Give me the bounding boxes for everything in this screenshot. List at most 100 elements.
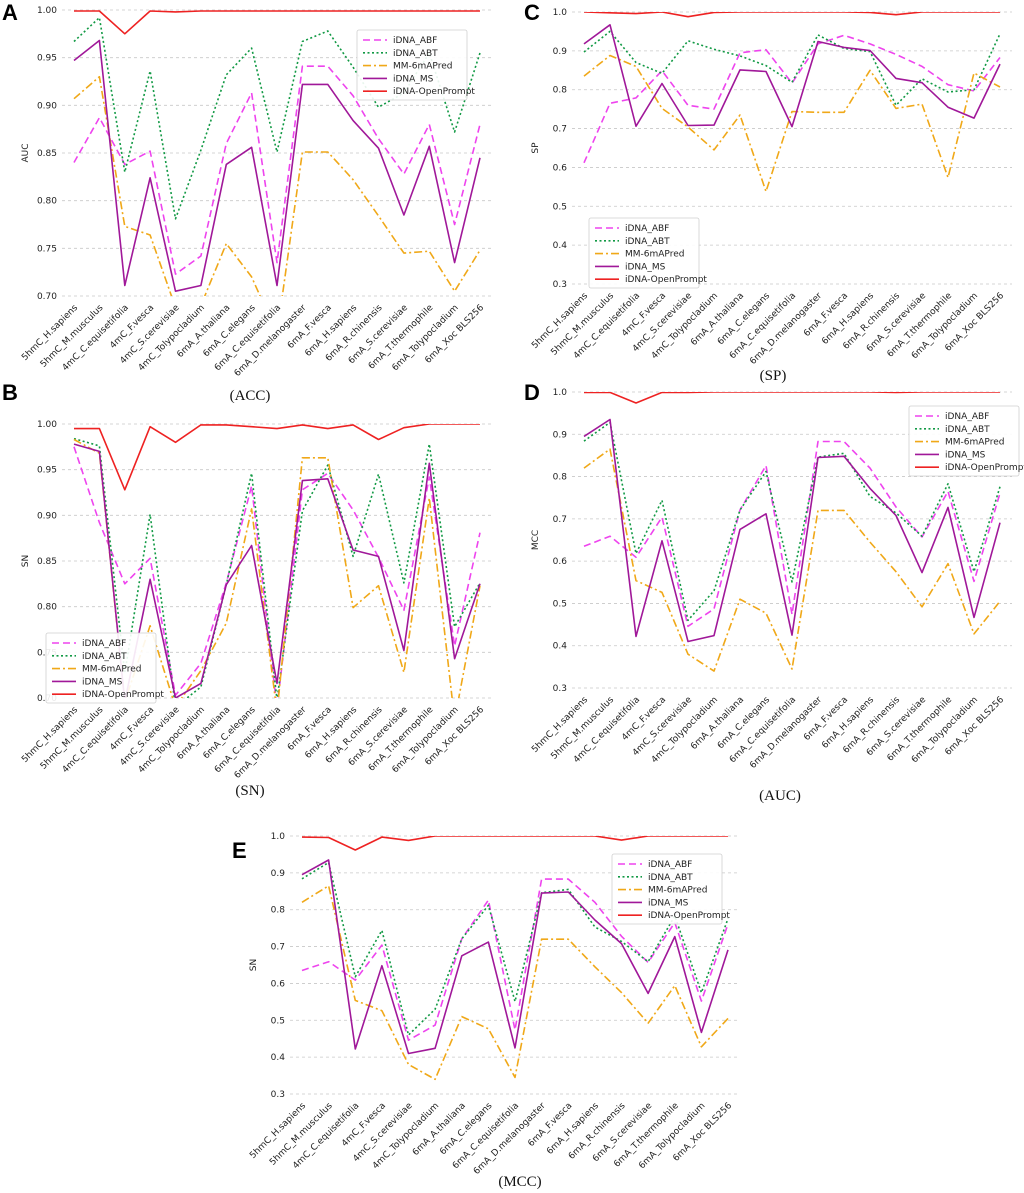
series-line-idna-abf: [583, 440, 1001, 628]
y-axis-label: SN: [249, 959, 259, 971]
legend-label: iDNA_ABT: [393, 49, 438, 59]
y-axis-label: AUC: [21, 143, 31, 162]
series-line-idna-openprompt: [584, 392, 1000, 404]
y-tick-label: 1.00: [37, 420, 57, 430]
legend-label: MM-6mAPred: [82, 665, 141, 675]
legend-label: iDNA_MS: [945, 450, 986, 460]
legend-label: MM-6mAPred: [945, 438, 1004, 448]
legend-label: iDNA-OpenPrompt: [393, 87, 475, 97]
y-tick-label: 0.6: [553, 163, 568, 173]
caption-c: (SP): [760, 368, 787, 384]
y-tick-label: 0.5: [553, 202, 567, 212]
series-lines: [73, 10, 481, 296]
series-line-idna-abt: [583, 30, 1001, 107]
panel-b: B (SN): [2, 380, 265, 799]
series-line-idna-abf: [583, 34, 1001, 164]
panel-letter-b: B: [2, 380, 18, 405]
series-line-idna-openprompt: [74, 10, 480, 35]
y-tick-label: 0.4: [271, 1053, 286, 1063]
legend-label: iDNA_ABT: [82, 652, 127, 662]
series-line-idna-abf: [73, 446, 481, 698]
y-tick-label: 0.8: [553, 473, 568, 483]
series-line-idna-ms: [583, 23, 1001, 128]
series-line-idna-ms: [73, 39, 481, 293]
panel-e: E (MCC): [232, 838, 542, 1190]
legend-label: iDNA_MS: [648, 898, 689, 908]
y-tick-label: 0.8: [553, 86, 568, 96]
legend: iDNA_ABF iDNA_ABT MM-6mAPred iDNA_MS iDNA-Op…: [908, 405, 1024, 477]
series-line-idna-abt: [583, 421, 1001, 622]
legend-label: iDNA_ABT: [945, 425, 990, 435]
y-axis-label: SP: [531, 142, 541, 154]
legend-label: iDNA_MS: [625, 262, 666, 272]
series-line-idna-openprompt: [301, 836, 728, 851]
legend-label: iDNA-OpenPrompt: [625, 275, 707, 285]
series-line-idna-ms: [301, 859, 729, 1055]
caption-d: (AUC): [759, 788, 801, 804]
y-tick-label: 0.70: [37, 292, 57, 302]
legend-label: iDNA_ABF: [945, 412, 989, 422]
series-line-idna-ms: [583, 418, 1001, 643]
y-tick-label: 0.3: [553, 280, 567, 290]
panel-letter-e: E: [232, 838, 247, 863]
legend-label: iDNA_MS: [82, 677, 123, 687]
legend-label: iDNA_ABF: [648, 860, 692, 870]
legend-box: [611, 853, 723, 925]
y-tick-label: 0.90: [37, 101, 57, 111]
panel-a: A (ACC): [2, 0, 270, 404]
panel-letter-c: C: [524, 0, 540, 25]
caption-a: (ACC): [230, 388, 271, 404]
legend: iDNA_ABF iDNA_ABT MM-6mAPred iDNA_MS iDNA-Op…: [45, 632, 164, 704]
y-tick-label: 0.6: [553, 557, 568, 567]
y-tick-label: 0.6: [271, 979, 286, 989]
legend-label: iDNA_ABF: [625, 224, 669, 234]
legend-box: [588, 217, 700, 289]
y-tick-label: 0.3: [271, 1090, 285, 1100]
y-tick-label: 1.00: [37, 6, 57, 16]
y-axis-label: MCC: [531, 530, 541, 550]
y-tick-label: 0.85: [37, 557, 57, 567]
legend-label: iDNA_ABF: [82, 639, 126, 649]
y-tick-label: 0.80: [37, 197, 57, 207]
y-tick-label: 0.80: [37, 603, 57, 613]
series-lines: [583, 12, 1001, 193]
caption-b: (SN): [235, 783, 264, 799]
y-tick-label: 0.5: [553, 599, 567, 609]
legend-label: MM-6mAPred: [393, 62, 452, 72]
legend-label: iDNA-OpenPrompt: [82, 690, 164, 700]
y-tick-label: 0.9: [553, 430, 568, 440]
y-tick-label: 0.95: [37, 54, 57, 64]
y-tick-label: 0.85: [37, 149, 57, 159]
legend-box: [908, 405, 1020, 477]
legend-box: [356, 29, 468, 101]
series-line-mm-6mapred: [301, 884, 729, 1081]
y-tick-label: 0.4: [553, 642, 568, 652]
series-line-idna-abf: [73, 65, 481, 275]
legend: iDNA_ABF iDNA_ABT MM-6mAPred iDNA_MS iDNA-Op…: [611, 853, 730, 925]
y-tick-label: 0.95: [37, 466, 57, 476]
y-tick-label: 1.0: [553, 8, 568, 18]
panel-letter-a: A: [2, 0, 18, 25]
y-tick-label: 0.7: [553, 125, 567, 135]
legend-label: iDNA_ABT: [625, 237, 670, 247]
legend: iDNA_ABF iDNA_ABT MM-6mAPred iDNA_MS iDNA-Op…: [356, 29, 475, 101]
series-line-mm-6mapred: [583, 448, 1001, 672]
legend-label: MM-6mAPred: [648, 886, 707, 896]
panel-d: D (AUC): [524, 380, 801, 804]
y-tick-label: 0.9: [553, 47, 568, 57]
legend-label: iDNA_ABT: [648, 873, 693, 883]
series-line-idna-openprompt: [583, 12, 1000, 18]
y-tick-label: 0.90: [37, 511, 57, 521]
legend: iDNA_ABF iDNA_ABT MM-6mAPred iDNA_MS iDNA-Op…: [588, 217, 707, 289]
series-line-idna-openprompt: [74, 424, 480, 491]
panel-letter-d: D: [524, 380, 540, 405]
series-line-mm-6mapred: [583, 54, 1001, 193]
y-tick-label: 1.0: [553, 388, 568, 398]
y-tick-label: 1.0: [271, 832, 286, 842]
panel-c: C (SP): [524, 0, 786, 384]
y-tick-label: 0.4: [553, 241, 568, 251]
legend-label: MM-6mAPred: [625, 250, 684, 260]
y-tick-label: 0.8: [271, 906, 286, 916]
